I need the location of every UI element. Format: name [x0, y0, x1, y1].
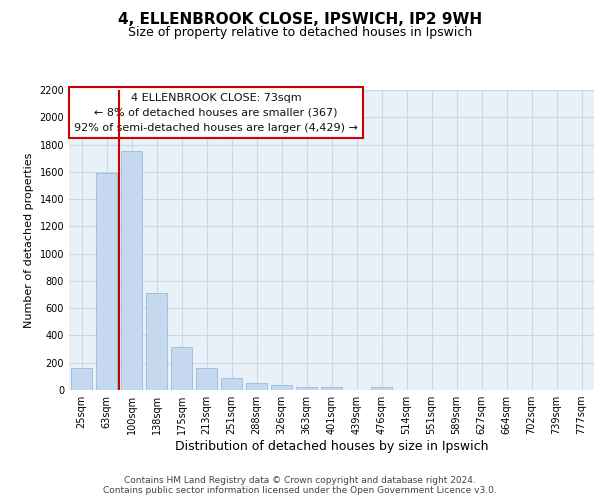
Bar — [196, 368, 217, 390]
Text: 4 ELLENBROOK CLOSE: 73sqm
← 8% of detached houses are smaller (367)
92% of semi-: 4 ELLENBROOK CLOSE: 73sqm ← 8% of detach… — [74, 93, 358, 132]
Bar — [96, 173, 117, 390]
Bar — [371, 388, 392, 390]
Y-axis label: Number of detached properties: Number of detached properties — [24, 152, 34, 328]
Bar — [221, 378, 242, 390]
Bar — [321, 388, 342, 390]
Bar — [296, 386, 317, 390]
Bar — [271, 385, 292, 390]
Text: Size of property relative to detached houses in Ipswich: Size of property relative to detached ho… — [128, 26, 472, 39]
Text: Contains HM Land Registry data © Crown copyright and database right 2024.
Contai: Contains HM Land Registry data © Crown c… — [103, 476, 497, 495]
Bar — [171, 347, 192, 390]
Text: 4, ELLENBROOK CLOSE, IPSWICH, IP2 9WH: 4, ELLENBROOK CLOSE, IPSWICH, IP2 9WH — [118, 12, 482, 28]
Bar — [146, 293, 167, 390]
Bar — [246, 382, 267, 390]
Bar — [121, 152, 142, 390]
X-axis label: Distribution of detached houses by size in Ipswich: Distribution of detached houses by size … — [175, 440, 488, 453]
Bar — [71, 368, 92, 390]
